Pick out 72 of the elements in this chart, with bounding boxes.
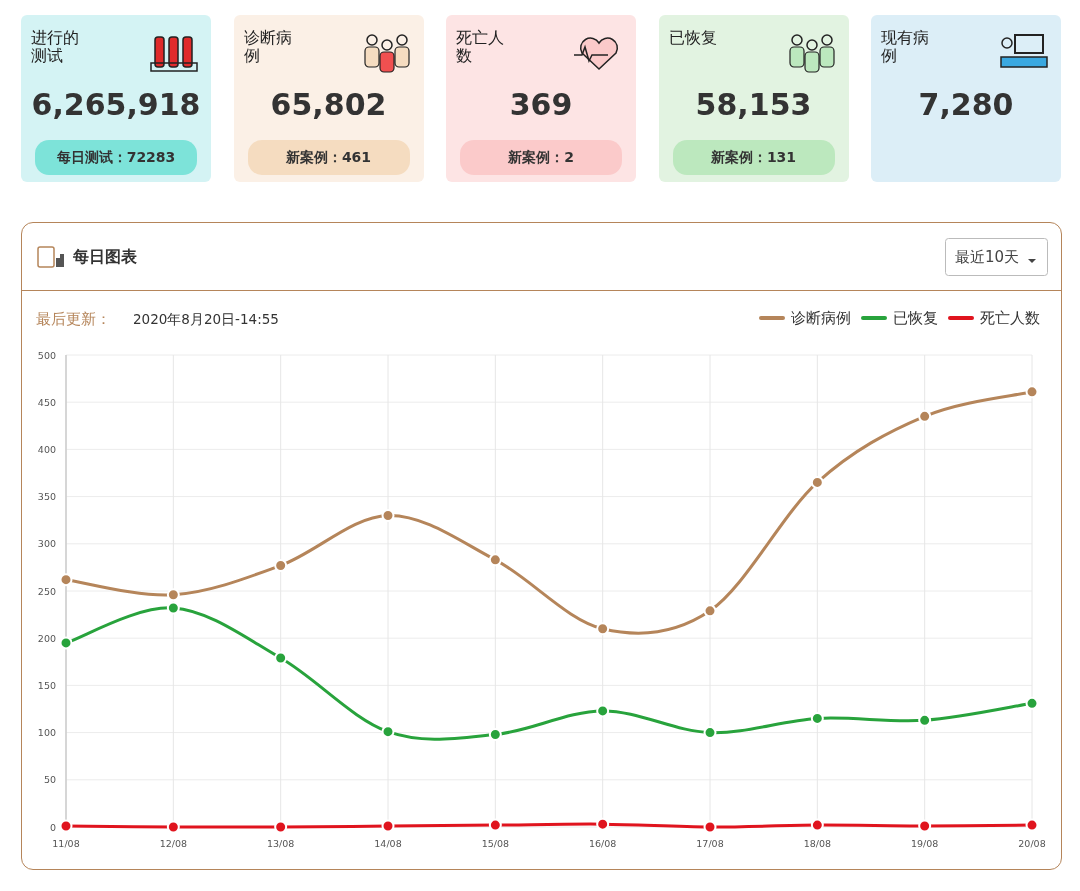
text: 最后更新： — [36, 310, 111, 328]
text: 最近10天 — [955, 248, 1020, 266]
point — [918, 713, 932, 727]
point — [703, 820, 717, 834]
point — [1025, 696, 1039, 710]
point — [703, 604, 717, 618]
text: 现有病例 — [881, 28, 930, 65]
point — [488, 553, 502, 567]
legend-label: 死亡人数 — [980, 309, 1040, 327]
point — [59, 819, 73, 833]
point — [488, 727, 502, 741]
point — [918, 819, 932, 833]
x-tick-label: 13/08 — [266, 838, 295, 849]
text: 2020年8月20日-14:55 — [133, 311, 279, 327]
text: 7,280 — [917, 87, 1015, 122]
y-tick-label: 300 — [37, 538, 56, 550]
point — [810, 711, 824, 725]
x-tick-label: 16/08 — [588, 838, 617, 849]
y-tick-label: 350 — [37, 491, 56, 503]
point — [596, 817, 610, 831]
y-tick-label: 450 — [37, 396, 56, 408]
x-tick-label: 15/08 — [481, 838, 510, 849]
text: 诊断病例 — [243, 28, 293, 65]
y-tick-label: 150 — [37, 679, 56, 691]
x-tick-label: 19/08 — [910, 838, 939, 849]
point — [810, 818, 824, 832]
y-tick-label: 250 — [37, 585, 56, 597]
text: 65,802 — [269, 87, 388, 122]
text: 58,153 — [694, 87, 813, 122]
y-tick-label: 100 — [37, 727, 56, 739]
point — [1025, 385, 1039, 399]
point — [1025, 818, 1039, 832]
point — [918, 409, 932, 423]
point — [381, 508, 395, 522]
point — [166, 820, 180, 834]
text: 进行的测试 — [31, 28, 80, 65]
point — [166, 601, 180, 615]
text: 每日测试：72283 — [35, 140, 197, 175]
text: 6,265,918 — [30, 87, 202, 122]
x-tick-label: 14/08 — [374, 838, 402, 849]
point — [59, 636, 73, 650]
x-tick-label: 12/08 — [159, 838, 188, 849]
x-tick-label: 11/08 — [52, 838, 80, 849]
legend-label: 诊断病例 — [791, 309, 851, 327]
point — [381, 819, 395, 833]
x-tick-label: 17/08 — [696, 838, 724, 849]
point — [596, 704, 610, 718]
y-tick-label: 400 — [37, 443, 56, 455]
text: 新案例：461 — [247, 140, 410, 175]
y-tick-label: 200 — [37, 632, 56, 644]
text: 新案例：131 — [672, 140, 835, 175]
y-tick-label: 500 — [37, 349, 56, 361]
chart-title: 每日图表 — [72, 247, 138, 266]
point — [596, 622, 610, 636]
x-tick-label: 20/08 — [1018, 838, 1046, 849]
point — [274, 820, 288, 834]
point — [274, 559, 288, 573]
legend-label: 已恢复 — [893, 309, 938, 327]
y-tick-label: 0 — [49, 821, 56, 833]
text: 369 — [508, 87, 574, 122]
point — [703, 726, 717, 740]
point — [488, 818, 502, 832]
point — [166, 588, 180, 602]
point — [810, 475, 824, 489]
point — [274, 651, 288, 665]
point — [59, 573, 73, 587]
y-tick-label: 50 — [43, 774, 56, 786]
point — [381, 725, 395, 739]
text: 死亡人数 — [456, 28, 505, 65]
text: 新案例：2 — [460, 140, 622, 175]
x-tick-label: 18/08 — [803, 838, 832, 849]
text: 已恢复 — [668, 28, 718, 47]
